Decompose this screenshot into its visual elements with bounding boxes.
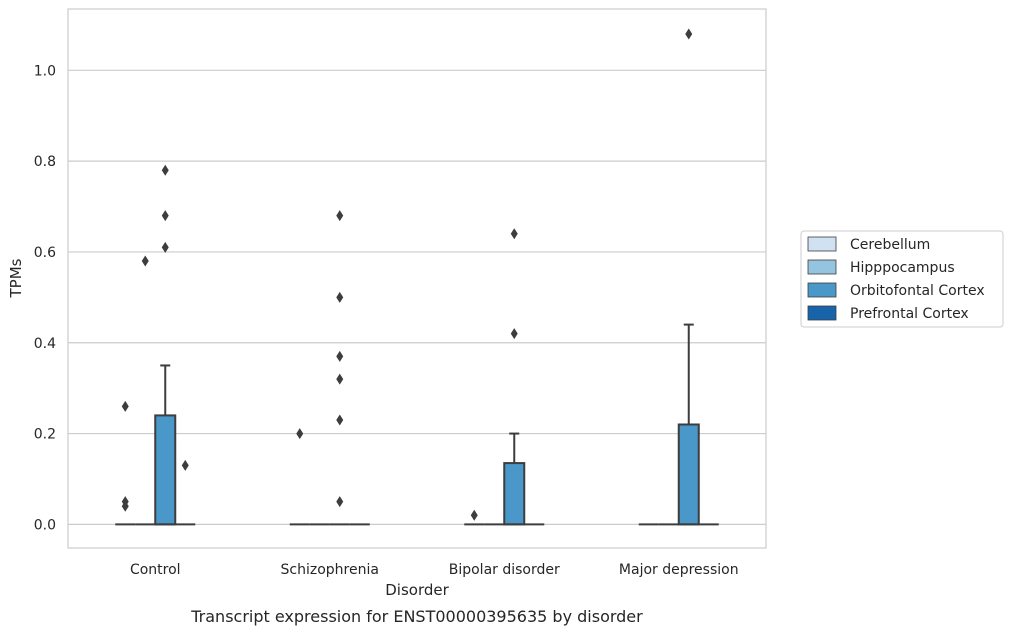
legend-label: Orbitofontal Cortex: [850, 283, 985, 299]
chart-caption: Transcript expression for ENST0000039563…: [190, 607, 643, 626]
legend: Cerebellum Hipppocampus Orbitofontal Corte…: [800, 230, 1004, 328]
box-hipppocampus: [135, 255, 156, 526]
y-axis-ticks: 0.0 0.2 0.4 0.6 0.8 1.0: [34, 63, 56, 533]
outlier-point: [336, 373, 344, 385]
x-axis-ticks: Control Schizophrenia Bipolar disorder Majo…: [130, 562, 739, 578]
y-tick-label: 0.0: [34, 517, 56, 533]
plot-frame: [67, 8, 767, 549]
box-marks: [115, 28, 719, 526]
legend-items: Cerebellum Hipppocampus Orbitofontal Corte…: [807, 236, 985, 322]
box-cerebellum: [289, 428, 310, 526]
outlier-point: [336, 291, 344, 303]
box-body: [154, 414, 177, 526]
legend-swatch: [807, 282, 837, 298]
legend-label: Hipppocampus: [850, 260, 955, 276]
legend-swatch: [807, 305, 837, 321]
outlier-point: [336, 496, 344, 508]
box-body: [503, 462, 526, 526]
outlier-point: [336, 414, 344, 426]
outlier-point: [296, 428, 304, 440]
outlier-point: [685, 28, 693, 40]
y-tick-label: 0.6: [34, 245, 56, 261]
y-axis-title: TPMs: [7, 258, 25, 298]
box-prefrontal-cortex: [175, 459, 196, 526]
outlier-point: [161, 210, 169, 222]
y-tick-label: 0.2: [34, 427, 56, 443]
x-tick-label: Control: [130, 562, 181, 578]
legend-frame: [800, 230, 1004, 328]
outlier-point: [121, 500, 129, 512]
outlier-point: [336, 350, 344, 362]
y-tick-label: 1.0: [34, 63, 56, 79]
box-orbitofontal-cortex: [329, 210, 350, 526]
legend-swatch: [807, 259, 837, 275]
box-orbitofontal-cortex: [154, 164, 177, 526]
outlier-point: [121, 400, 129, 412]
outlier-point: [181, 459, 189, 471]
outlier-point: [336, 210, 344, 222]
box-orbitofontal-cortex: [677, 28, 700, 526]
x-axis-title: Disorder: [385, 581, 449, 599]
y-tick-label: 0.4: [34, 336, 56, 352]
x-tick-label: Major depression: [619, 562, 739, 578]
legend-label: Cerebellum: [850, 237, 930, 253]
box-cerebellum: [464, 509, 485, 526]
outlier-point: [141, 255, 149, 267]
outlier-point: [470, 509, 478, 521]
outlier-point: [510, 328, 518, 340]
outlier-point: [161, 164, 169, 176]
x-tick-label: Schizophrenia: [281, 562, 379, 578]
box-cerebellum: [115, 400, 136, 526]
y-tick-label: 0.8: [34, 154, 56, 170]
box-body: [677, 423, 700, 526]
x-tick-label: Bipolar disorder: [449, 562, 560, 578]
outlier-point: [510, 228, 518, 240]
legend-label: Prefrontal Cortex: [850, 306, 969, 322]
outlier-point: [161, 241, 169, 253]
box-orbitofontal-cortex: [503, 228, 526, 526]
legend-swatch: [807, 236, 837, 252]
